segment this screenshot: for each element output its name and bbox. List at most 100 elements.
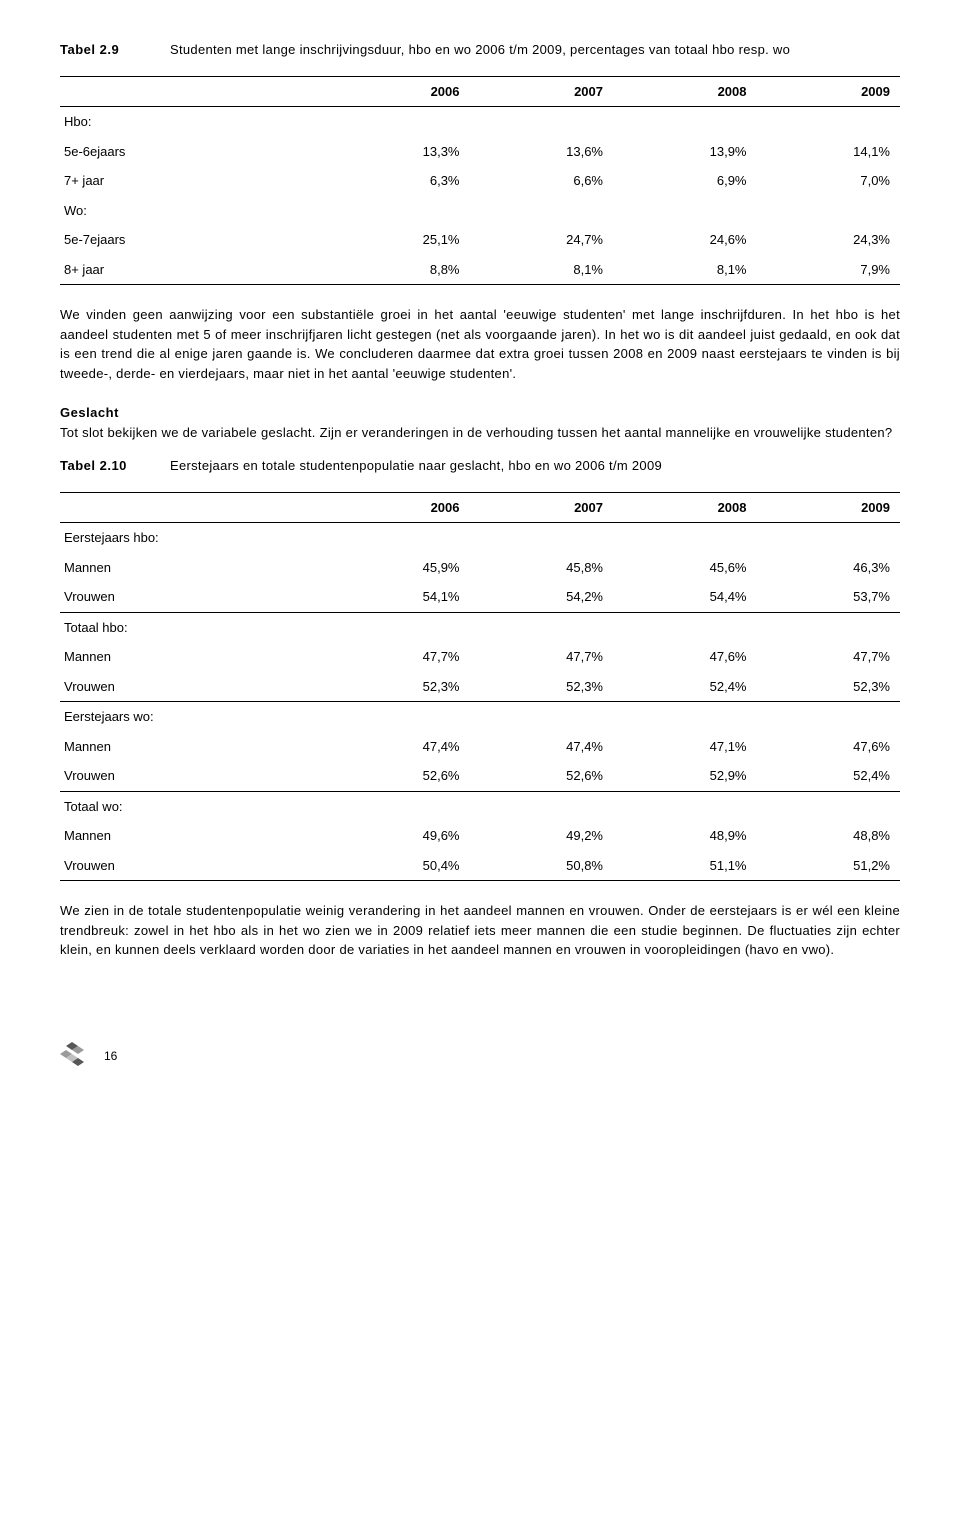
cell: 52,3% [470,672,614,702]
page-number: 16 [104,1047,117,1065]
cell: 47,7% [470,642,614,672]
cell: 13,3% [326,137,470,167]
cell: 45,9% [326,553,470,583]
cell [757,107,901,137]
cell [470,523,614,553]
cell [326,196,470,226]
row-label: Eerstejaars wo: [60,702,326,732]
cell: 8,1% [470,255,614,285]
row-label: 7+ jaar [60,166,326,196]
table-row: 5e-6ejaars13,3%13,6%13,9%14,1% [60,137,900,167]
row-label: Mannen [60,553,326,583]
cell: 54,4% [613,582,757,612]
cell: 51,1% [613,851,757,881]
cell [326,523,470,553]
row-label: Hbo: [60,107,326,137]
table-row: Mannen47,7%47,7%47,6%47,7% [60,642,900,672]
cell: 47,4% [470,732,614,762]
cell: 6,9% [613,166,757,196]
cell [470,196,614,226]
table-row: Hbo: [60,107,900,137]
row-label: Mannen [60,732,326,762]
th-2009: 2009 [757,76,901,107]
table-2-10-title: Tabel 2.10 Eerstejaars en totale student… [60,456,900,476]
cell [757,196,901,226]
cell: 52,9% [613,761,757,791]
table-2-10-header-row: 2006 2007 2008 2009 [60,492,900,523]
cell: 13,6% [470,137,614,167]
table-row: 5e-7ejaars25,1%24,7%24,6%24,3% [60,225,900,255]
table-2-9-header-row: 2006 2007 2008 2009 [60,76,900,107]
cell: 52,3% [757,672,901,702]
cell: 45,8% [470,553,614,583]
table-2-9-label: Tabel 2.9 [60,40,170,60]
cell: 25,1% [326,225,470,255]
table-row: Vrouwen54,1%54,2%54,4%53,7% [60,582,900,612]
cell: 13,9% [613,137,757,167]
logo-icon [60,1040,96,1074]
table-2-9-desc: Studenten met lange inschrijvingsduur, h… [170,40,790,60]
cell [326,612,470,642]
table-2-10-label: Tabel 2.10 [60,456,170,476]
th-2006: 2006 [326,76,470,107]
row-label: Vrouwen [60,582,326,612]
cell [757,523,901,553]
cell: 14,1% [757,137,901,167]
cell [470,107,614,137]
cell: 8,1% [613,255,757,285]
footer: 16 [60,1040,900,1074]
cell [613,523,757,553]
th2-2007: 2007 [470,492,614,523]
cell: 47,4% [326,732,470,762]
cell: 7,9% [757,255,901,285]
row-label: Eerstejaars hbo: [60,523,326,553]
cell: 24,6% [613,225,757,255]
cell: 47,6% [613,642,757,672]
cell [757,702,901,732]
cell: 8,8% [326,255,470,285]
row-label: Totaal hbo: [60,612,326,642]
th-2008: 2008 [613,76,757,107]
cell: 52,6% [326,761,470,791]
th2-2006: 2006 [326,492,470,523]
table-row: 8+ jaar8,8%8,1%8,1%7,9% [60,255,900,285]
cell: 49,6% [326,821,470,851]
cell [613,791,757,821]
row-label: Mannen [60,821,326,851]
cell [613,702,757,732]
row-label: Vrouwen [60,761,326,791]
paragraph-1: We vinden geen aanwijzing voor een subst… [60,305,900,383]
cell: 47,6% [757,732,901,762]
cell: 47,7% [757,642,901,672]
row-label: 5e-7ejaars [60,225,326,255]
table-2-10-desc: Eerstejaars en totale studentenpopulatie… [170,456,662,476]
cell: 48,9% [613,821,757,851]
cell [757,791,901,821]
cell [470,791,614,821]
table-row: Mannen49,6%49,2%48,9%48,8% [60,821,900,851]
cell: 52,4% [613,672,757,702]
cell: 51,2% [757,851,901,881]
cell: 7,0% [757,166,901,196]
cell: 24,3% [757,225,901,255]
cell [613,612,757,642]
cell: 54,1% [326,582,470,612]
row-label: 8+ jaar [60,255,326,285]
table-2-9: 2006 2007 2008 2009 Hbo:5e-6ejaars13,3%1… [60,76,900,286]
row-label: Mannen [60,642,326,672]
cell: 6,3% [326,166,470,196]
table-2-9-title: Tabel 2.9 Studenten met lange inschrijvi… [60,40,900,60]
cell: 45,6% [613,553,757,583]
table-row: Mannen47,4%47,4%47,1%47,6% [60,732,900,762]
th-2007: 2007 [470,76,614,107]
table-row: Eerstejaars hbo: [60,523,900,553]
cell [326,702,470,732]
cell: 49,2% [470,821,614,851]
cell: 48,8% [757,821,901,851]
table-2-10: 2006 2007 2008 2009 Eerstejaars hbo:Mann… [60,492,900,882]
th2-2009: 2009 [757,492,901,523]
row-label: Wo: [60,196,326,226]
table-row: Eerstejaars wo: [60,702,900,732]
cell: 52,6% [470,761,614,791]
cell: 50,4% [326,851,470,881]
